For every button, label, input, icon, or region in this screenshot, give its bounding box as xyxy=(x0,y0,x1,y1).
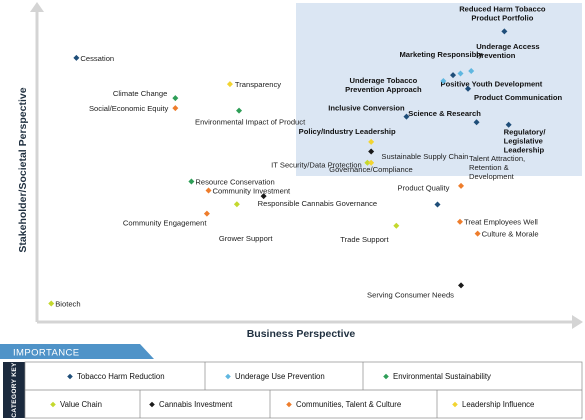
key-label-com: Communities, Talent & Culture xyxy=(296,400,401,409)
point-marker-product-communication xyxy=(465,85,471,92)
key-label-thr: Tobacco Harm Reduction xyxy=(77,372,165,381)
importance-label: IMPORTANCE xyxy=(13,348,79,359)
point-marker-climate-change xyxy=(172,95,179,102)
key-marker-uup xyxy=(225,373,231,380)
category-key-side xyxy=(3,362,25,418)
key-label-vch: Value Chain xyxy=(60,400,102,409)
point-marker-environmental-impact-of-product xyxy=(236,107,243,114)
point-marker-science-research xyxy=(473,119,480,126)
key-marker-lead xyxy=(452,401,458,408)
point-marker-grower-support xyxy=(233,201,240,208)
key-marker-vch xyxy=(50,401,56,408)
point-label-grower-support: Grower Support xyxy=(219,234,273,243)
importance-band xyxy=(0,344,154,359)
point-label-policy-industry-leadership: Policy/Industry Leadership xyxy=(299,127,396,136)
point-marker-transparency xyxy=(226,81,233,88)
point-marker-culture-morale xyxy=(474,230,481,237)
point-label-resource-conservation: Resource Conservation xyxy=(195,177,274,186)
point-label-social-economic-equity: Social/Economic Equity xyxy=(89,104,169,113)
point-marker-policy-industry-leadership xyxy=(368,138,375,145)
point-label-community-engagement: Community Engagement xyxy=(123,219,207,228)
point-label-community-investment: Community Investment xyxy=(213,187,292,196)
point-marker-inclusive-conversion xyxy=(403,113,410,120)
point-marker-resource-conservation xyxy=(188,178,195,185)
key-marker-thr xyxy=(67,373,73,380)
point-label-marketing-responsibly: Marketing Responsibly xyxy=(399,50,483,59)
point-label-talent-attraction-retention-development: Talent Attraction, Retention & Development xyxy=(469,154,525,181)
point-marker-product-quality xyxy=(434,201,441,208)
x-axis-arrow xyxy=(572,315,583,329)
category-key-label: CATEGORY KEY xyxy=(11,362,18,418)
point-marker-trade-support xyxy=(393,222,400,229)
point-label-sustainable-supply-chain: Sustainable Supply Chain xyxy=(381,152,468,161)
point-label-governance-compliance: Governance/Compliance xyxy=(329,165,413,174)
key-label-lead: Leadership Influence xyxy=(462,400,534,409)
point-label-inclusive-conversion: Inclusive Conversion xyxy=(328,104,405,113)
key-marker-env xyxy=(383,373,389,380)
point-marker-community-investment xyxy=(205,187,212,194)
y-axis-arrow xyxy=(30,2,44,12)
key-label-uup: Underage Use Prevention xyxy=(235,372,325,381)
point-marker-talent-attraction-retention-development xyxy=(458,182,465,189)
point-marker-positive-youth-development xyxy=(457,70,464,77)
point-label-environmental-impact-of-product: Environmental Impact of Product xyxy=(195,118,306,127)
point-label-cessation: Cessation xyxy=(80,54,114,63)
point-label-underage-tobacco-prevention-approach: Underage Tobacco Prevention Approach xyxy=(345,76,422,94)
key-label-can: Cannabis Investment xyxy=(159,400,233,409)
key-label-env: Environmental Sustainability xyxy=(393,372,491,381)
point-marker-responsible-cannabis-governance xyxy=(260,193,267,200)
highlight-region xyxy=(296,3,582,176)
key-marker-can xyxy=(149,401,155,408)
point-label-culture-morale: Culture & Morale xyxy=(482,230,539,239)
point-marker-underage-access-prevention xyxy=(468,68,475,75)
point-label-product-quality: Product Quality xyxy=(398,184,450,193)
point-label-underage-access-prevention: Underage Access Prevention xyxy=(476,42,539,60)
point-label-trade-support: Trade Support xyxy=(340,235,389,244)
point-label-serving-consumer-needs: Serving Consumer Needs xyxy=(367,290,454,299)
point-label-positive-youth-development: Positive Youth Development xyxy=(441,80,543,89)
point-marker-community-engagement xyxy=(203,210,210,217)
point-marker-regulatory-legislative-leadership xyxy=(505,121,512,128)
point-marker-it-security-data-protection xyxy=(368,148,375,155)
point-marker-biotech xyxy=(48,300,55,307)
point-marker-underage-tobacco-prevention-approach xyxy=(440,78,447,85)
x-axis-title: Business Perspective xyxy=(247,328,356,340)
point-marker-serving-consumer-needs xyxy=(458,282,465,289)
point-label-climate-change: Climate Change xyxy=(113,89,167,98)
key-marker-com xyxy=(286,401,292,408)
point-label-science-research: Science & Research xyxy=(408,109,481,118)
y-axis-title: Stakeholder/Societal Perspective xyxy=(17,87,29,252)
point-label-product-communication: Product Communication xyxy=(474,93,563,102)
point-label-regulatory-legislative-leadership: Regulatory/Legislative Leadership xyxy=(504,128,547,155)
point-label-transparency: Transparency xyxy=(235,80,281,89)
point-label-responsible-cannabis-governance: Responsible Cannabis Governance xyxy=(258,199,377,208)
point-label-it-security-data-protection: IT Security/Data Protection xyxy=(271,161,362,170)
point-marker-sustainable-supply-chain xyxy=(364,159,371,166)
point-marker-treat-employees-well xyxy=(456,218,463,225)
point-label-biotech: Biotech xyxy=(55,299,80,308)
point-marker-governance-compliance xyxy=(368,159,375,166)
point-marker-reduced-harm-tobacco-product-portfolio xyxy=(501,28,508,35)
point-marker-cessation xyxy=(73,54,80,61)
point-label-reduced-harm-tobacco-product-portfolio: Reduced Harm Tobacco Product Portfolio xyxy=(459,4,546,22)
point-marker-marketing-responsibly xyxy=(450,72,457,79)
point-marker-social-economic-equity xyxy=(172,105,179,112)
point-label-treat-employees-well: Treat Employees Well xyxy=(464,218,538,227)
